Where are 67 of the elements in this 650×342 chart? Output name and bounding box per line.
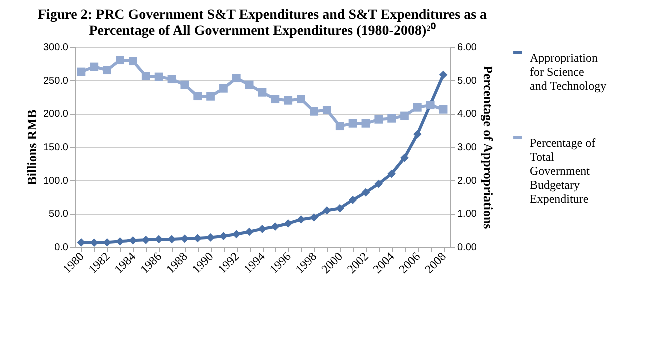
y2-tick-label: 0.00	[458, 242, 478, 254]
point	[90, 62, 99, 72]
y-tick-label: 250.0	[43, 76, 69, 87]
y-tick-label: 300.0	[43, 42, 69, 54]
point	[129, 57, 138, 66]
point	[310, 107, 318, 116]
point	[388, 114, 396, 123]
point	[322, 206, 332, 215]
point	[348, 119, 358, 128]
point	[103, 66, 112, 75]
point	[232, 230, 241, 239]
point	[336, 204, 344, 213]
point	[284, 220, 293, 228]
point	[362, 119, 370, 128]
point	[439, 70, 448, 80]
legend-label: Percentage of Total Government Budgetary Expenditure	[530, 136, 596, 206]
point	[116, 237, 124, 246]
y2-tick-label: 4.00	[458, 109, 478, 120]
point	[297, 95, 306, 104]
point	[284, 96, 293, 105]
point	[206, 234, 215, 242]
y2-tick-label: 6.00	[458, 42, 478, 54]
point	[413, 103, 422, 112]
y2-axis-title: Percentage of Appropriations	[480, 66, 496, 230]
y-axis-title: Billions RMB	[24, 109, 40, 186]
point	[142, 72, 150, 81]
point	[258, 88, 267, 97]
point	[362, 188, 370, 197]
point	[220, 232, 228, 241]
point	[348, 196, 358, 204]
point	[220, 84, 228, 93]
point	[439, 105, 448, 114]
point	[232, 74, 241, 83]
point	[400, 154, 409, 162]
point	[336, 122, 344, 131]
point	[388, 170, 396, 178]
point	[271, 95, 280, 104]
y-tick-label: 100.0	[43, 176, 69, 187]
y2-tick-label: 5.00	[458, 76, 478, 87]
y2-tick-label: 3.00	[458, 142, 478, 154]
y-tick-label: 200.0	[43, 109, 69, 120]
point	[258, 224, 267, 234]
y-tick-label: 0.0	[54, 242, 69, 254]
point	[322, 106, 332, 115]
y2-tick-label: 2.00	[458, 176, 478, 187]
legend-label: Appropriation for Science and Technology	[530, 51, 607, 93]
point	[168, 75, 176, 84]
point	[400, 112, 409, 120]
point	[271, 222, 280, 232]
point	[297, 216, 306, 224]
point	[77, 68, 86, 76]
text: Percentage of All Government Expenditures (1980-2008)²⁰	[89, 24, 436, 39]
point	[154, 72, 164, 82]
point	[310, 214, 318, 222]
point	[374, 180, 384, 188]
point	[374, 115, 384, 124]
point	[180, 80, 190, 90]
point	[413, 130, 422, 139]
point	[206, 92, 215, 101]
point	[194, 92, 202, 101]
text: Figure 2: PRC Government S&T Expenditures and S&T Expenditures as a	[38, 8, 488, 23]
y-tick-label: 50.0	[49, 209, 69, 220]
y-tick-label: 150.0	[43, 142, 69, 154]
point	[116, 56, 124, 65]
point	[245, 80, 254, 90]
point	[245, 228, 254, 236]
y2-tick-label: 1.00	[458, 209, 478, 220]
